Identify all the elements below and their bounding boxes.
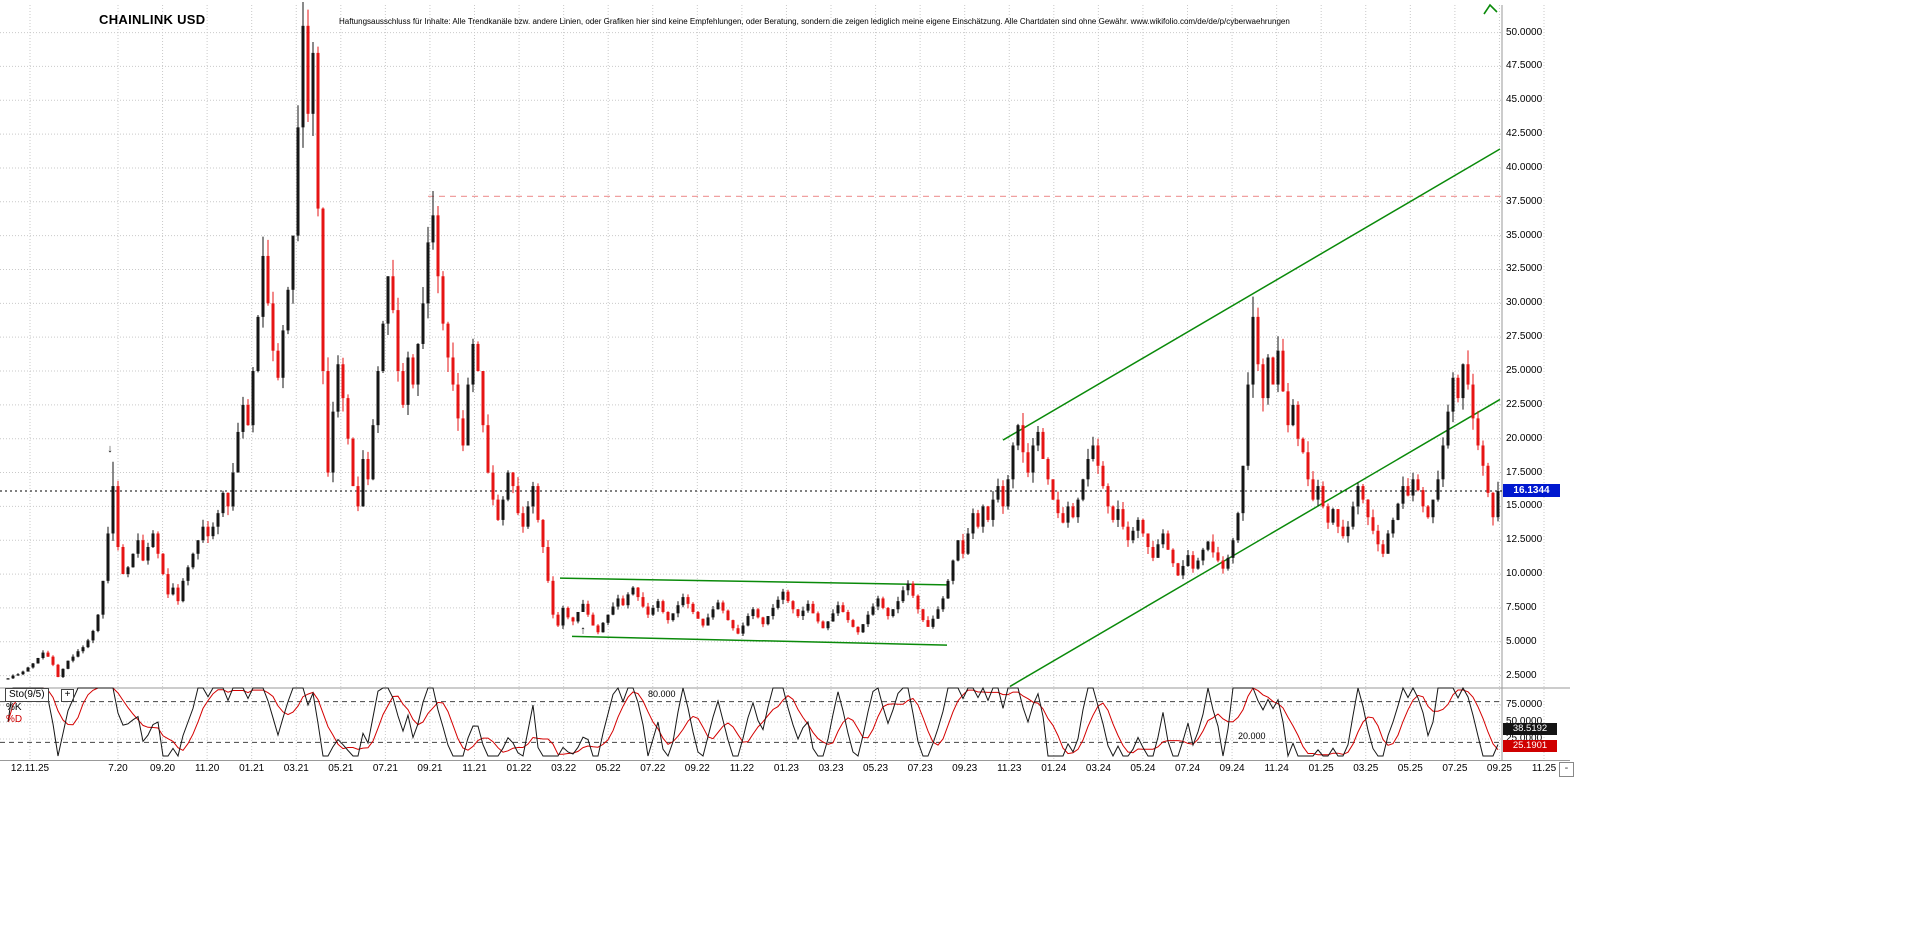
- price-axis-label: 12.5000: [1506, 534, 1543, 546]
- trendline-range-top[interactable]: [559, 577, 948, 586]
- indicator-axis-label: 50.0000: [1506, 716, 1543, 727]
- date-label: 09.22: [684, 763, 710, 774]
- trade-marker: ↑: [580, 625, 586, 637]
- price-axis-label: 15.0000: [1506, 500, 1543, 512]
- trendline-range-bottom[interactable]: [571, 635, 948, 646]
- d-value-tag: 25.1901: [1503, 740, 1557, 752]
- date-label: 11.25: [1531, 763, 1557, 774]
- date-label: 01.22: [506, 763, 532, 774]
- trendline-channel-top[interactable]: [1002, 148, 1501, 441]
- price-axis-label: 40.0000: [1506, 161, 1543, 173]
- stochastic-d-line: [7, 687, 1499, 756]
- date-label: 01.23: [773, 763, 799, 774]
- indicator-axis-label: 25.0000: [1506, 733, 1543, 744]
- date-label: 05.22: [595, 763, 621, 774]
- disclaimer-text: Haftungsausschluss für Inhalte: Alle Tre…: [339, 17, 1290, 26]
- current-price-tag: 16.1344: [1503, 484, 1560, 497]
- date-label: 09.23: [952, 763, 978, 774]
- d-line-label: %D: [6, 714, 23, 725]
- date-label: 07.23: [907, 763, 933, 774]
- date-label: 05.23: [863, 763, 889, 774]
- upper-band-label: 80.000: [648, 689, 676, 699]
- price-axis-label: 2.5000: [1506, 669, 1537, 681]
- chart-title: CHAINLINK USD: [99, 12, 206, 27]
- date-label: 09.24: [1219, 763, 1245, 774]
- trendline-channel-bottom[interactable]: [1009, 398, 1501, 688]
- trade-marker: ↓: [107, 443, 113, 455]
- price-axis-label: 10.0000: [1506, 568, 1543, 580]
- price-axis-label: 27.5000: [1506, 331, 1543, 343]
- price-axis-label: 45.0000: [1506, 94, 1543, 106]
- price-axis-label: 7.5000: [1506, 601, 1537, 613]
- price-axis-label: 5.0000: [1506, 635, 1537, 647]
- date-label: 09.20: [150, 763, 176, 774]
- date-label: 07.24: [1174, 763, 1201, 774]
- candlesticks: [6, 2, 1500, 680]
- price-axis-label: 22.5000: [1506, 398, 1543, 410]
- date-label: 7.20: [108, 763, 128, 774]
- date-label: 11.20: [194, 763, 220, 774]
- date-label: 11.21: [462, 763, 487, 774]
- date-label: 03.23: [818, 763, 844, 774]
- scroll-minus-button[interactable]: -: [1559, 762, 1574, 777]
- k-line-label: %K: [6, 702, 22, 713]
- indicator-expand-button[interactable]: +: [61, 689, 74, 702]
- date-label: 11.24: [1264, 763, 1289, 774]
- stochastic-k-line: [7, 686, 1499, 758]
- date-label: 01.24: [1041, 763, 1067, 774]
- date-label: 11.22: [729, 763, 755, 774]
- trend-arrow-icon: [1483, 3, 1498, 15]
- price-axis-label: 20.0000: [1506, 432, 1543, 444]
- price-axis-label: 35.0000: [1506, 229, 1543, 241]
- indicator-label[interactable]: Sto(9/5): [5, 688, 49, 702]
- date-label: 03.21: [283, 763, 309, 774]
- date-label: 05.24: [1130, 763, 1156, 774]
- date-label: 05.21: [328, 763, 354, 774]
- price-axis-label: 50.0000: [1506, 26, 1543, 38]
- date-label: 01.25: [1308, 763, 1334, 774]
- k-value-tag: 38.5192: [1503, 723, 1557, 735]
- date-label: 03.24: [1085, 763, 1111, 774]
- indicator-axis-label: 75.0000: [1506, 699, 1543, 710]
- date-label: 07.22: [640, 763, 666, 774]
- date-label: 07.25: [1442, 763, 1468, 774]
- date-label: 11.23: [997, 763, 1022, 774]
- date-label: 05.25: [1397, 763, 1423, 774]
- price-axis-label: 30.0000: [1506, 297, 1543, 309]
- lower-band-label: 20.000: [1238, 731, 1266, 741]
- price-axis-label: 32.5000: [1506, 263, 1543, 275]
- price-axis-label: 17.5000: [1506, 466, 1543, 478]
- price-axis-label: 47.5000: [1506, 60, 1543, 72]
- date-label: 03.25: [1353, 763, 1379, 774]
- date-label: 09.25: [1486, 763, 1512, 774]
- gridlines: [0, 5, 1545, 760]
- date-label: 01.21: [239, 763, 265, 774]
- price-axis-label: 37.5000: [1506, 195, 1543, 207]
- date-label: 03.22: [551, 763, 577, 774]
- date-label: 07.21: [372, 763, 398, 774]
- date-label: 12.11.25: [10, 763, 50, 774]
- price-axis-label: 42.5000: [1506, 128, 1543, 140]
- date-label: 09.21: [417, 763, 443, 774]
- price-axis-label: 25.0000: [1506, 365, 1543, 377]
